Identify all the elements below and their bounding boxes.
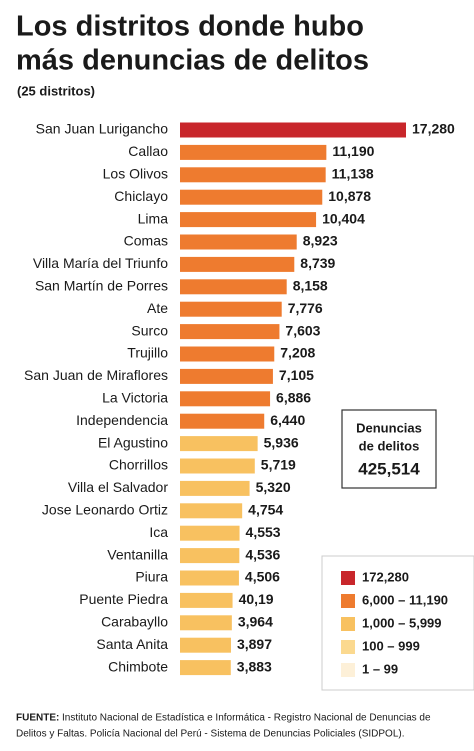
category-label: Callao [128, 143, 168, 159]
value-label: 4,553 [246, 524, 281, 540]
total-value: 425,514 [358, 459, 420, 478]
category-label: Jose Leonardo Ortiz [42, 502, 168, 518]
value-label: 3,897 [237, 636, 272, 652]
category-label: San Juan de Miraflores [24, 367, 168, 383]
value-label: 4,754 [248, 502, 283, 518]
value-label: 7,105 [279, 367, 314, 383]
category-label: Ate [147, 300, 168, 316]
category-label: Puente Piedra [79, 591, 168, 607]
legend-label: 6,000 – 11,190 [362, 592, 448, 607]
category-label: San Martín de Porres [35, 278, 168, 294]
value-label: 10,878 [328, 188, 371, 204]
value-label: 4,536 [245, 546, 280, 562]
legend-swatch [341, 571, 355, 585]
category-label: La Victoria [102, 390, 168, 406]
chart-subtitle: (25 distritos) [17, 83, 95, 98]
category-label: Ica [149, 524, 168, 540]
legend-label: 1 – 99 [362, 661, 398, 676]
bar [180, 637, 231, 653]
category-label: Trujillo [127, 345, 168, 361]
bar [180, 570, 239, 586]
category-label: San Juan Lurigancho [36, 121, 169, 137]
value-label: 5,719 [261, 457, 296, 473]
legend-label: 172,280 [362, 569, 409, 584]
bar [180, 122, 406, 138]
category-label: Surco [131, 322, 168, 338]
bar [180, 548, 240, 564]
category-label: Piura [135, 569, 168, 585]
chart-title: Los distritos donde hubo [16, 11, 364, 43]
legend-label: 1,000 – 5,999 [362, 615, 442, 630]
bar [180, 144, 327, 160]
value-label: 40,19 [239, 591, 274, 607]
footer-text: Delitos y Faltas. Policía Nacional del P… [16, 729, 405, 740]
legend-swatch [341, 640, 355, 654]
value-label: 5,320 [256, 479, 291, 495]
total-box [341, 409, 437, 489]
category-label: Chimbote [108, 658, 168, 674]
value-label: 3,964 [238, 614, 273, 630]
bar [180, 660, 231, 676]
bar [180, 368, 273, 384]
legend-swatch [341, 663, 355, 677]
bar [180, 436, 258, 452]
bar [180, 525, 240, 541]
legend-swatch [341, 594, 355, 608]
bar [180, 301, 282, 317]
bar [180, 592, 233, 608]
bar [180, 212, 317, 228]
category-label: Ventanilla [107, 546, 168, 562]
value-label: 10,404 [322, 210, 365, 226]
value-label: 8,158 [293, 278, 328, 294]
chart-title: más denuncias de delitos [16, 45, 369, 77]
bar [180, 413, 265, 429]
bar [180, 256, 295, 272]
value-label: 8,923 [303, 233, 338, 249]
category-label: Chorrillos [109, 457, 168, 473]
value-label: 17,280 [412, 121, 455, 137]
total-label: Denuncias [356, 420, 422, 435]
category-label: Independencia [76, 412, 168, 428]
bar [180, 458, 255, 474]
footer-label: FUENTE: [16, 713, 59, 724]
bar [180, 279, 287, 295]
bar [180, 615, 232, 631]
value-label: 3,883 [237, 658, 272, 674]
category-label: Santa Anita [96, 636, 168, 652]
legend-label: 100 – 999 [362, 638, 420, 653]
value-label: 6,440 [270, 412, 305, 428]
footer-text: Instituto Nacional de Estadística e Info… [62, 713, 431, 724]
category-label: Villa el Salvador [68, 479, 168, 495]
category-label: El Agustino [98, 434, 168, 450]
category-label: Chiclayo [114, 188, 168, 204]
value-label: 11,138 [332, 166, 374, 182]
bar [180, 503, 243, 519]
category-label: Villa María del Triunfo [33, 255, 168, 271]
category-label: Los Olivos [103, 166, 168, 182]
bar [180, 391, 271, 407]
value-label: 6,886 [276, 390, 311, 406]
bar [180, 234, 297, 250]
value-label: 8,739 [300, 255, 335, 271]
category-label: Lima [138, 210, 169, 226]
value-label: 7,776 [288, 300, 323, 316]
bar [180, 167, 326, 183]
bar [180, 480, 250, 496]
value-label: 5,936 [264, 434, 299, 450]
bar [180, 189, 323, 205]
value-label: 4,506 [245, 569, 280, 585]
legend-swatch [341, 617, 355, 631]
bar [180, 324, 280, 340]
category-label: Comas [124, 233, 168, 249]
total-label: de delitos [359, 438, 420, 453]
value-label: 7,208 [280, 345, 315, 361]
value-label: 7,603 [285, 322, 320, 338]
category-label: Carabayllo [101, 614, 168, 630]
value-label: 11,190 [332, 143, 374, 159]
bar [180, 346, 275, 362]
